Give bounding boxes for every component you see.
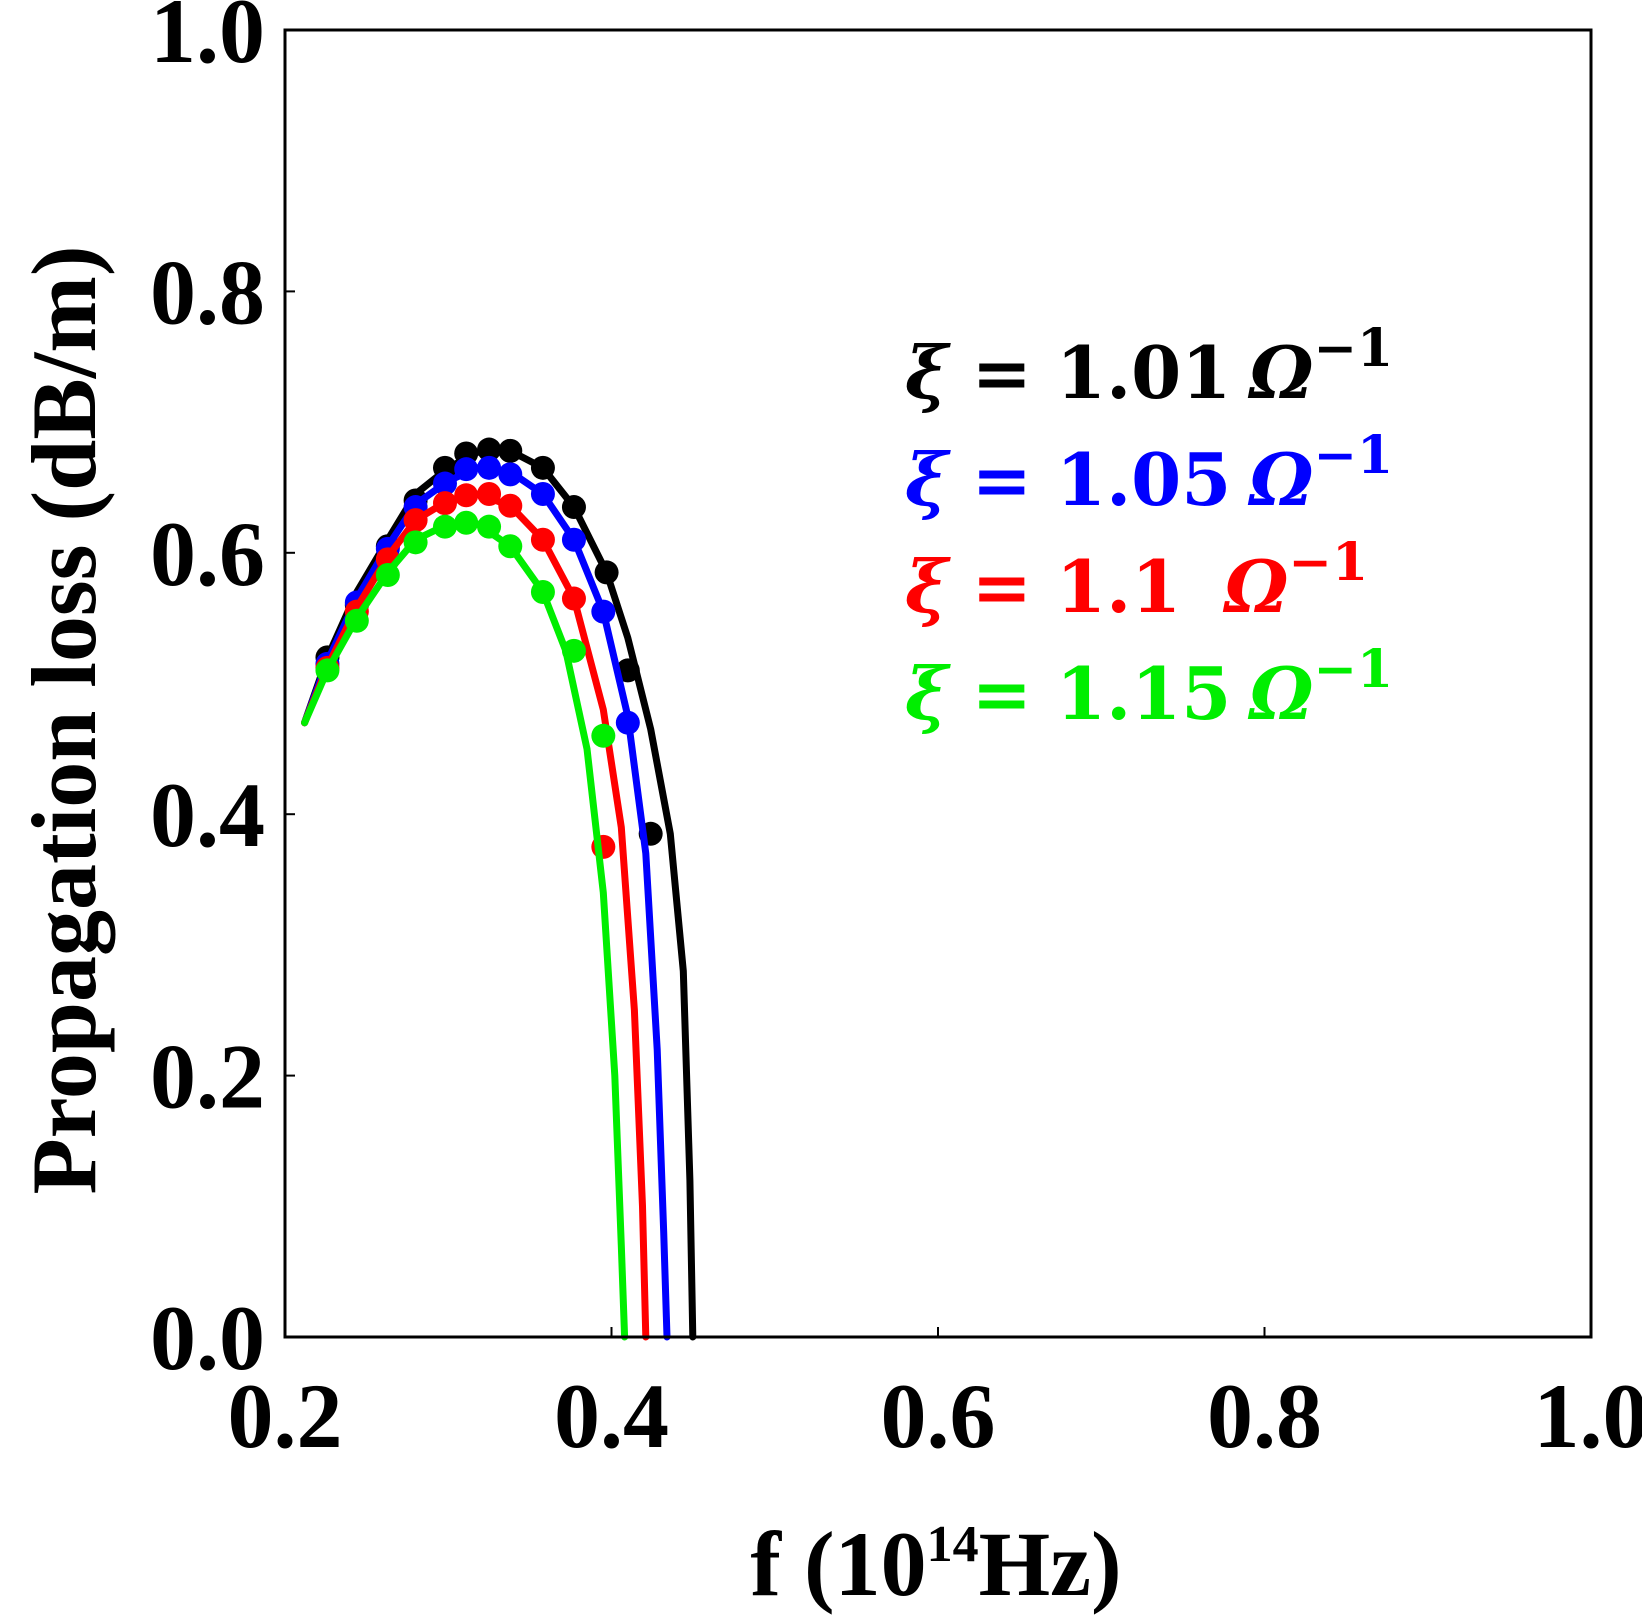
data-point <box>477 455 502 480</box>
data-point <box>403 530 428 555</box>
data-point <box>432 514 457 539</box>
series-3 <box>301 510 629 1341</box>
x-tick-label: 0.8 <box>1207 1365 1322 1467</box>
y-tick-label: 0.6 <box>150 503 265 605</box>
data-point <box>432 491 457 516</box>
data-point <box>498 534 523 559</box>
data-point <box>561 638 586 663</box>
data-point <box>477 481 502 506</box>
data-point <box>561 586 586 611</box>
legend-entry: ξ = 1.15 Ω−1 <box>905 639 1393 736</box>
data-point <box>344 608 369 633</box>
x-tick-label: 1.0 <box>1534 1365 1642 1467</box>
legend-entry: ξ = 1.1 Ω−1 <box>905 532 1368 629</box>
data-point <box>530 481 555 506</box>
series-lines <box>301 437 697 1341</box>
data-point <box>315 658 340 683</box>
x-tick-label: 0.2 <box>228 1365 343 1467</box>
x-tick-label: 0.4 <box>554 1365 669 1467</box>
y-tick-label: 0.2 <box>150 1026 265 1128</box>
data-point <box>432 471 457 496</box>
x-axis-label: f (1014Hz) <box>750 1513 1121 1615</box>
series-line <box>301 464 671 1341</box>
y-tick-label: 0.0 <box>150 1287 265 1389</box>
y-axis-label: Propagation loss (dB/m) <box>13 245 115 1194</box>
data-point <box>498 493 523 518</box>
data-point <box>375 563 400 588</box>
data-point <box>477 514 502 539</box>
data-point <box>530 455 555 480</box>
data-point <box>477 437 502 462</box>
data-point <box>591 599 616 624</box>
y-tick-labels: 0.0 0.2 0.4 0.6 0.8 1.0 <box>150 0 265 1389</box>
data-point <box>498 438 523 463</box>
data-point <box>561 527 586 552</box>
data-point <box>454 457 479 482</box>
x-tick-label: 0.6 <box>881 1365 996 1467</box>
data-point <box>591 723 616 748</box>
legend-entry: ξ = 1.01 Ω−1 <box>905 318 1393 415</box>
legend: ξ = 1.01 Ω−1 ξ = 1.05 Ω−1 ξ = 1.1 Ω−1 ξ = 1.15 Ω−1 <box>905 318 1393 736</box>
y-tick-label: 1.0 <box>150 0 265 82</box>
legend-entry: ξ = 1.05 Ω−1 <box>905 425 1393 522</box>
data-point <box>561 495 586 520</box>
data-point <box>530 527 555 552</box>
data-point <box>530 580 555 605</box>
series-0 <box>301 437 697 1341</box>
x-tick-labels: 0.2 0.4 0.6 0.8 1.0 <box>228 1365 1642 1467</box>
plot-frame <box>283 28 1593 1339</box>
data-point <box>403 508 428 533</box>
data-point <box>454 510 479 535</box>
data-point <box>498 462 523 487</box>
y-tick-label: 0.8 <box>150 241 265 343</box>
y-tick-label: 0.4 <box>150 764 265 866</box>
data-point <box>615 710 640 735</box>
data-point <box>594 560 619 585</box>
data-point <box>454 483 479 508</box>
